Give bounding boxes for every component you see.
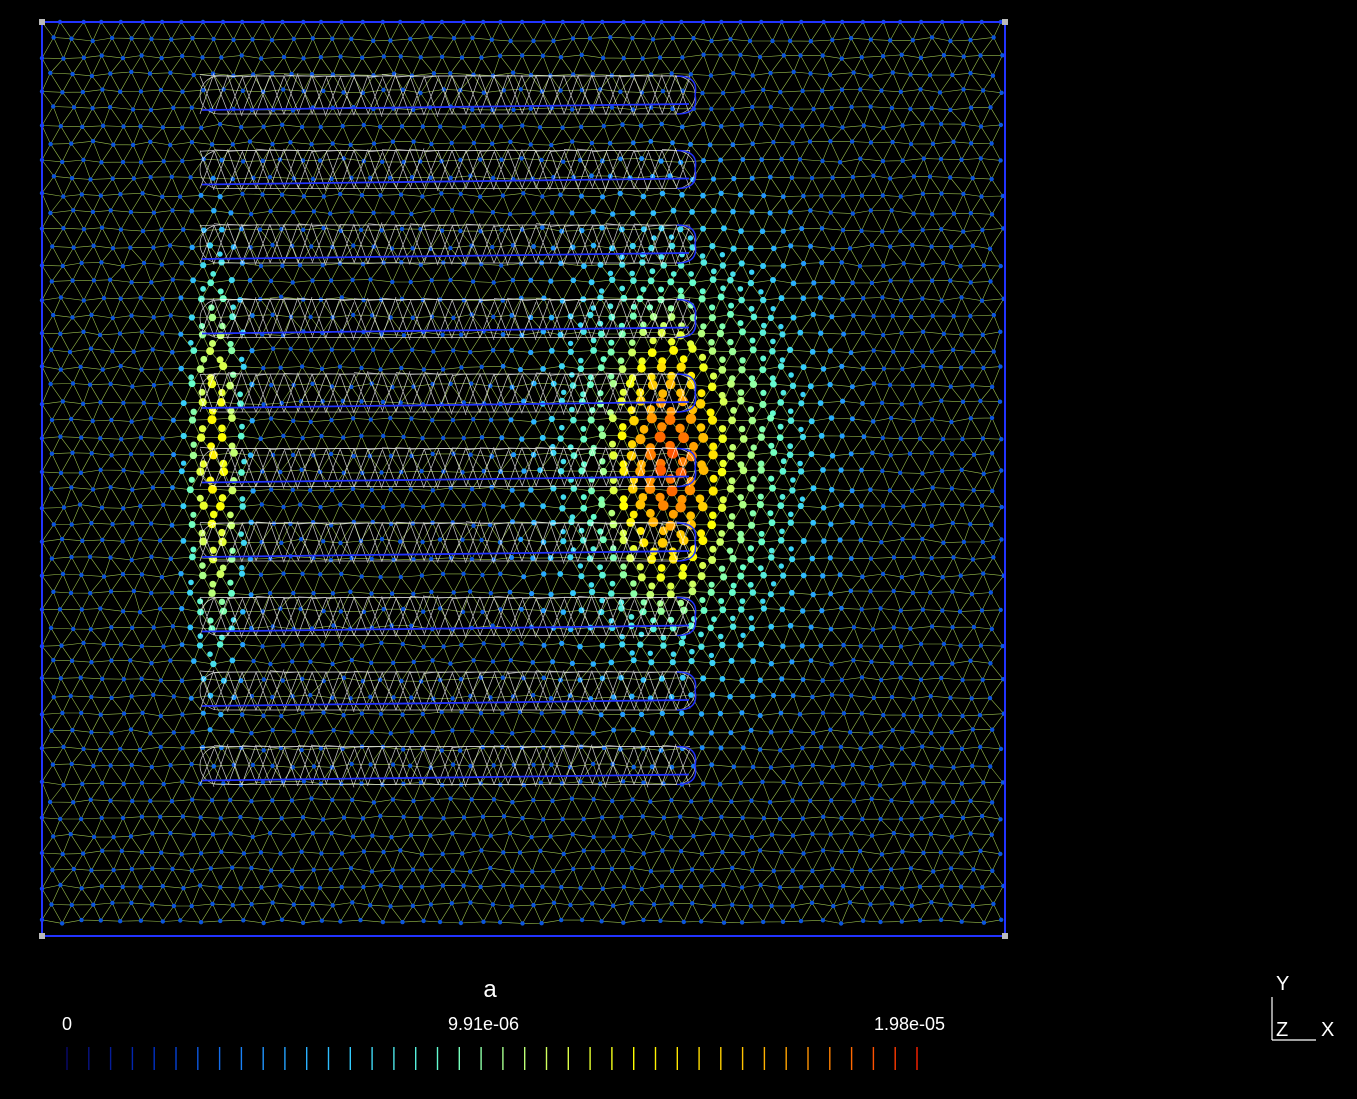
coil-wireframes	[199, 73, 697, 788]
corner-handle	[39, 19, 45, 25]
axes-triad-icon	[1271, 997, 1316, 1041]
axis-x-label: X	[1321, 1019, 1335, 1041]
axis-y-label: Y	[1276, 973, 1290, 995]
mesh-visualization	[39, 19, 1008, 939]
colorbar-title: a	[483, 976, 497, 1003]
3d-viewport[interactable]	[0, 0, 1357, 960]
colorbar	[66, 1047, 918, 1070]
corner-handle	[1002, 933, 1008, 939]
corner-handle	[1002, 19, 1008, 25]
colorbar-tick-mid: 9.91e-06	[448, 1014, 520, 1034]
corner-handle	[39, 933, 45, 939]
colorbar-tick-max: 1.98e-05	[874, 1014, 946, 1034]
axis-z-label: Z	[1276, 1019, 1289, 1041]
colorbar-tick-min: 0	[62, 1014, 73, 1034]
domain-boundary	[41, 21, 1006, 937]
